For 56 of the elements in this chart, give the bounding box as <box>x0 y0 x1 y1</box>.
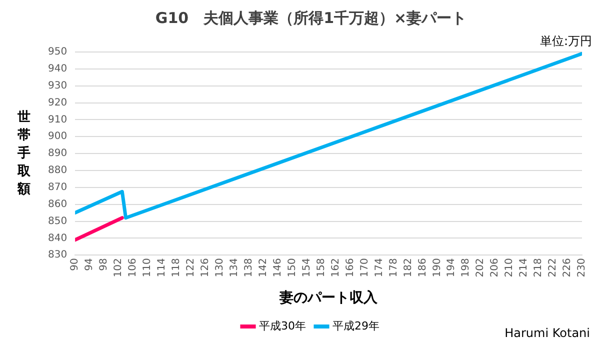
x-tick-label: 166 <box>344 258 356 278</box>
x-tick-label: 102 <box>113 258 124 278</box>
x-tick-label: 198 <box>460 258 472 278</box>
x-tick-label: 114 <box>156 258 168 278</box>
x-tick-label: 134 <box>228 258 240 278</box>
y-tick-label: 940 <box>48 64 68 75</box>
legend-label: 平成29年 <box>332 319 380 332</box>
y-tick-label: 850 <box>48 216 68 227</box>
x-tick-label: 94 <box>84 258 96 271</box>
x-tick-label: 210 <box>504 258 516 278</box>
y-tick-label: 830 <box>48 250 68 261</box>
y-tick-label: 880 <box>48 165 68 176</box>
x-tick-label: 202 <box>475 258 486 278</box>
y-axis-title: 世帯手取額 <box>16 110 32 197</box>
x-tick-label: 226 <box>562 258 574 278</box>
x-tick-label: 110 <box>142 258 154 278</box>
x-tick-label: 186 <box>417 258 428 278</box>
y-tick-label: 870 <box>48 182 68 193</box>
x-tick-label: 174 <box>374 258 385 278</box>
x-tick-label: 158 <box>316 258 327 278</box>
x-tick-label: 150 <box>286 258 298 278</box>
legend-label: 平成30年 <box>259 319 306 332</box>
x-tick-label: 230 <box>576 258 588 278</box>
y-tick-label: 890 <box>48 148 68 160</box>
x-tick-label: 178 <box>388 258 400 278</box>
x-tick-label: 118 <box>171 258 182 278</box>
x-tick-label: 182 <box>402 258 414 278</box>
x-tick-label: 98 <box>98 258 110 271</box>
x-tick-label: 126 <box>200 258 212 278</box>
y-tick-label: 860 <box>48 198 68 210</box>
x-tick-label: 190 <box>432 258 443 278</box>
y-tick-label: 950 <box>48 46 68 58</box>
x-tick-label: 106 <box>128 258 139 278</box>
text: Harumi Kotani <box>504 326 590 340</box>
x-tick-label: 214 <box>518 258 530 278</box>
x-tick-label: 170 <box>359 258 370 278</box>
x-tick-label: 218 <box>533 258 544 278</box>
y-tick-label: 920 <box>48 97 68 108</box>
x-tick-label: 130 <box>214 258 226 278</box>
y-tick-label: 930 <box>48 80 68 92</box>
text: 単位:万円 <box>540 34 592 48</box>
x-tick-label: 222 <box>548 258 559 278</box>
chart-title: G10 夫個人事業（所得1千万超）×妻パート <box>155 8 467 27</box>
x-axis-title: 妻のパート収入 <box>278 290 379 306</box>
x-tick-label: 154 <box>301 258 312 278</box>
x-tick-label: 90 <box>70 258 81 271</box>
x-tick-label: 194 <box>446 258 458 278</box>
x-tick-label: 142 <box>258 258 269 278</box>
x-tick-label: 122 <box>186 258 197 278</box>
y-tick-label: 840 <box>48 232 68 244</box>
x-tick-label: 138 <box>243 258 254 278</box>
y-tick-label: 900 <box>48 131 68 142</box>
x-tick-label: 146 <box>272 258 284 278</box>
x-tick-label: 206 <box>490 258 501 278</box>
x-tick-label: 162 <box>330 258 342 278</box>
y-tick-label: 910 <box>48 114 68 126</box>
